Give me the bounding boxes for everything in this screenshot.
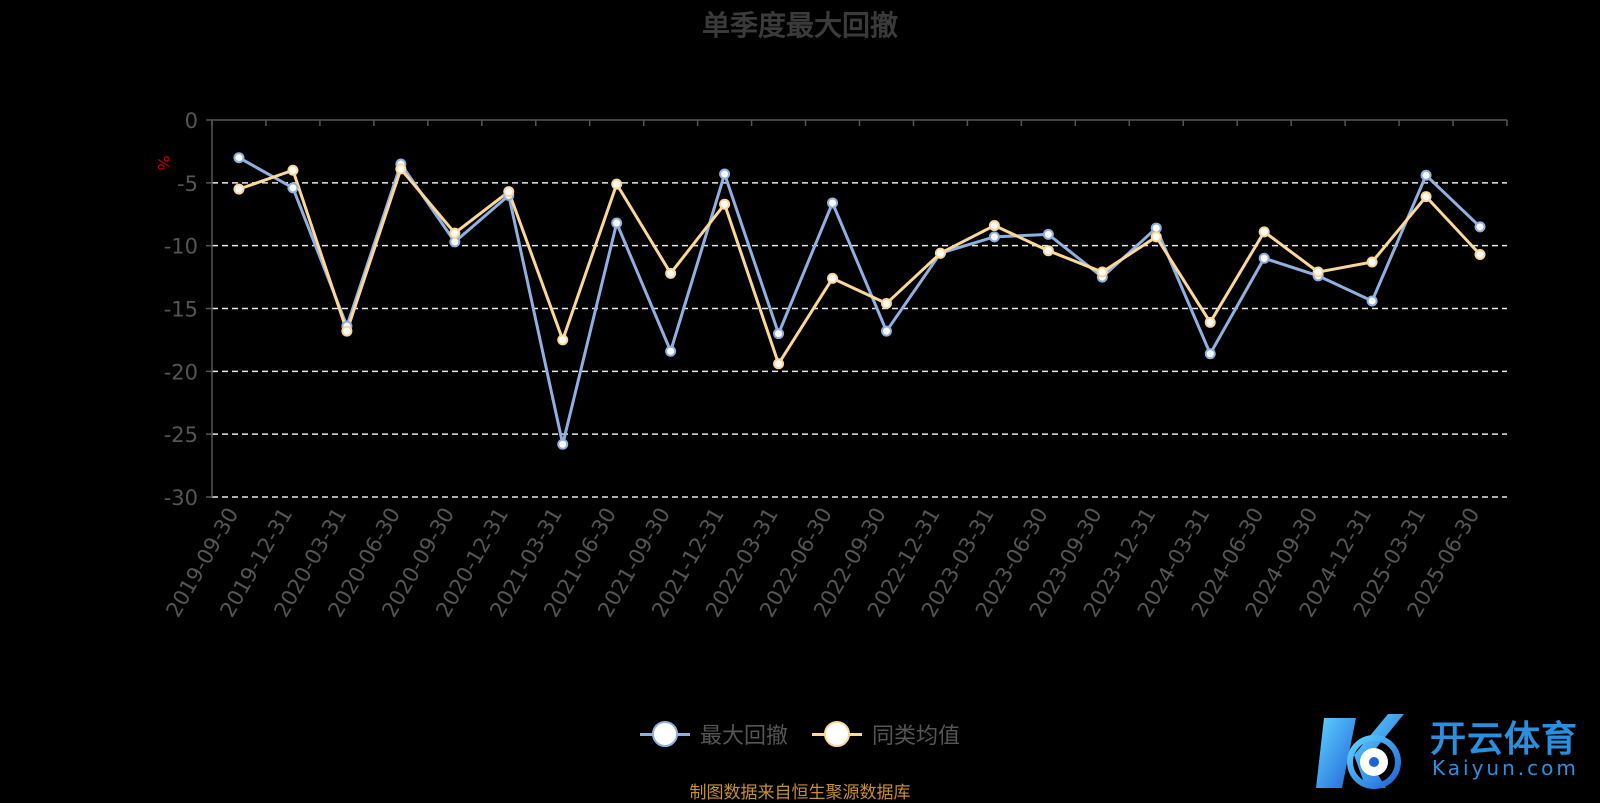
logo-name-en: Kaiyun.com	[1432, 756, 1579, 780]
data-point-1[interactable]	[1204, 316, 1216, 328]
source-note: 制图数据来自恒生聚源数据库	[689, 783, 911, 803]
data-point-0[interactable]	[827, 197, 839, 209]
y-tick-label: -5	[177, 172, 198, 196]
data-point-1[interactable]	[719, 198, 731, 210]
data-point-0[interactable]	[557, 438, 569, 450]
data-point-0[interactable]	[665, 345, 677, 357]
legend: 最大回撤 同类均值	[0, 718, 1600, 750]
legend-label-max-drawdown: 最大回撤	[699, 724, 788, 749]
data-point-1[interactable]	[1420, 191, 1432, 203]
series-line-1	[238, 165, 1482, 368]
axis-layer: 0-5-10-15-20-25-30%2019-09-302019-12-312…	[154, 109, 1508, 621]
data-point-1[interactable]	[1366, 256, 1378, 268]
data-point-1[interactable]	[1258, 226, 1270, 238]
data-point-1[interactable]	[233, 183, 245, 195]
y-tick-label: -20	[164, 360, 198, 384]
data-point-1[interactable]	[341, 325, 353, 337]
data-point-1[interactable]	[1474, 248, 1486, 260]
data-point-1[interactable]	[773, 358, 785, 370]
data-point-1[interactable]	[880, 297, 892, 309]
legend-swatch-peer-average	[812, 721, 862, 747]
data-point-0[interactable]	[719, 168, 731, 180]
data-point-0[interactable]	[1258, 252, 1270, 264]
data-point-1[interactable]	[827, 272, 839, 284]
data-point-1[interactable]	[557, 334, 569, 346]
data-point-1[interactable]	[395, 163, 407, 175]
chart-title: 单季度最大回撤	[701, 9, 898, 42]
data-point-1[interactable]	[1150, 231, 1162, 243]
series-line-0	[238, 156, 1482, 445]
y-tick-label: -30	[164, 486, 198, 510]
data-point-1[interactable]	[934, 247, 946, 259]
y-tick-label: -25	[164, 423, 198, 447]
legend-label-peer-average: 同类均值	[872, 724, 961, 749]
data-point-0[interactable]	[611, 217, 623, 229]
data-point-1[interactable]	[611, 178, 623, 190]
data-point-1[interactable]	[449, 227, 461, 239]
data-point-1[interactable]	[287, 164, 299, 176]
grid-layer	[212, 182, 1507, 498]
y-tick-label: -10	[164, 235, 198, 259]
data-point-1[interactable]	[1312, 266, 1324, 278]
data-point-0[interactable]	[1204, 348, 1216, 360]
data-point-0[interactable]	[1420, 169, 1432, 181]
kaiyun-logo-icon	[1316, 714, 1404, 789]
data-point-0[interactable]	[1474, 221, 1486, 233]
legend-item-peer-average[interactable]: 同类均值	[812, 718, 960, 750]
data-point-1[interactable]	[1096, 266, 1108, 278]
y-tick-label: -15	[164, 298, 198, 322]
legend-swatch-max-drawdown	[639, 721, 690, 747]
data-point-1[interactable]	[665, 267, 677, 279]
data-point-0[interactable]	[880, 325, 892, 337]
data-point-0[interactable]	[287, 182, 299, 194]
data-point-0[interactable]	[449, 236, 461, 248]
data-point-0[interactable]	[773, 328, 785, 340]
logo-name-cn: 开云体育	[1430, 719, 1579, 760]
series-layer	[233, 152, 1486, 450]
data-point-0[interactable]	[233, 152, 245, 164]
data-point-0[interactable]	[1366, 295, 1378, 307]
y-axis-label: %	[154, 155, 173, 170]
data-point-1[interactable]	[503, 186, 515, 198]
legend-item-max-drawdown[interactable]: 最大回撤	[639, 718, 788, 750]
data-point-1[interactable]	[988, 220, 1000, 232]
data-point-0[interactable]	[988, 231, 1000, 243]
data-point-0[interactable]	[1042, 228, 1054, 240]
data-point-1[interactable]	[1042, 245, 1054, 257]
y-tick-label: 0	[185, 109, 198, 133]
data-point-0[interactable]	[1150, 222, 1162, 234]
